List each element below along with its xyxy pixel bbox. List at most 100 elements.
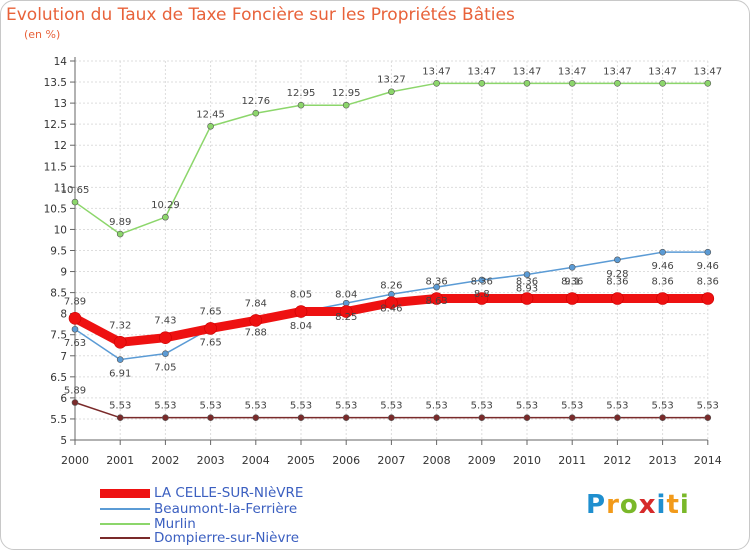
- x-tick-label: 2000: [61, 454, 89, 467]
- legend-item-beaumont[interactable]: Beaumont-la-Ferrière: [100, 501, 297, 517]
- data-label: 8.93: [516, 284, 538, 295]
- logo-letter: i: [656, 490, 667, 520]
- data-point: [433, 283, 440, 291]
- data-point: [568, 80, 576, 87]
- data-label: 5.53: [606, 401, 628, 412]
- x-tick-label: 2013: [649, 454, 677, 467]
- y-tick-label: 13: [54, 98, 67, 110]
- legend-item-dompierre[interactable]: Dompierre-sur-Nièvre: [100, 530, 299, 546]
- data-label: 5.53: [471, 401, 493, 412]
- data-point: [388, 414, 395, 421]
- data-point: [342, 414, 350, 421]
- data-point: [71, 198, 79, 206]
- data-label: 13.47: [693, 66, 722, 77]
- y-tick-label: 10: [54, 224, 67, 236]
- data-point: [162, 213, 169, 221]
- data-point: [475, 292, 489, 305]
- data-point: [433, 80, 440, 87]
- y-tick-label: 12.5: [44, 119, 67, 131]
- legend-item-murlin[interactable]: Murlin: [100, 516, 196, 532]
- data-label: 12.95: [287, 88, 316, 99]
- y-tick-label: 6: [60, 393, 67, 405]
- data-point: [659, 248, 666, 256]
- data-label: 7.65: [199, 306, 221, 317]
- data-label: 5.53: [290, 401, 312, 412]
- data-point: [523, 271, 531, 278]
- data-point: [430, 292, 443, 305]
- data-point: [71, 325, 79, 333]
- data-point: [207, 414, 214, 421]
- data-label: 5.89: [64, 386, 86, 397]
- x-tick-label: 2010: [513, 454, 541, 467]
- data-label: 8.36: [425, 277, 447, 288]
- data-point: [659, 414, 666, 421]
- chart-unit: (en %): [24, 28, 61, 41]
- logo-letter: o: [619, 490, 639, 520]
- data-point: [704, 80, 712, 87]
- legend-swatch-beaumont: [100, 508, 150, 510]
- data-point: [659, 80, 666, 87]
- data-label: 9.28: [606, 269, 628, 280]
- legend-item-la-celle[interactable]: LA CELLE-SUR-NIèVRE: [100, 485, 303, 501]
- data-label: 8.8: [474, 289, 490, 300]
- data-label: 8.25: [335, 312, 357, 323]
- data-label: 7.84: [245, 298, 267, 309]
- data-label: 5.53: [425, 401, 447, 412]
- data-point: [116, 356, 124, 363]
- data-label: 5.53: [109, 401, 131, 412]
- data-point: [249, 314, 263, 327]
- data-label: 12.95: [332, 88, 361, 99]
- axis-ticks: 5 5.5 6 6.5 7 7.5 8 8.5 9 9.5 10 10.5 11 11.5 12 12.5 13…: [44, 56, 722, 467]
- data-label: 13.47: [513, 66, 542, 77]
- x-tick-label: 2004: [242, 454, 270, 467]
- data-labels-layer: 10.65 9.89 10.29 12.45 12.76 12.95 12.95 13.27 1…: [61, 66, 722, 411]
- data-point: [68, 311, 82, 325]
- data-point: [116, 230, 124, 238]
- data-label: 7.65: [199, 337, 221, 348]
- data-point: [614, 414, 621, 421]
- data-label: 5.53: [516, 401, 538, 412]
- y-tick-label: 5: [60, 435, 67, 447]
- logo-letter: r: [606, 490, 620, 520]
- series-layer: [68, 80, 715, 421]
- data-point: [568, 414, 576, 421]
- data-label: 8.36: [516, 277, 538, 288]
- data-point: [339, 305, 353, 318]
- grid-lines: [74, 60, 709, 441]
- data-label: 7.88: [245, 328, 267, 339]
- data-point: [614, 80, 621, 87]
- logo-letter: P: [586, 490, 607, 520]
- data-point: [342, 299, 350, 307]
- data-label: 8.04: [335, 290, 357, 301]
- chart-title: Evolution du Taux de Taxe Foncière sur l…: [6, 5, 515, 25]
- data-label: 13.47: [422, 66, 451, 77]
- data-label: 8.36: [651, 277, 673, 288]
- x-tick-label: 2001: [106, 454, 134, 467]
- data-point: [297, 414, 305, 421]
- data-label: 8.26: [380, 281, 402, 292]
- y-tick-label: 12: [54, 140, 67, 152]
- data-point: [385, 296, 398, 310]
- data-point: [116, 414, 124, 421]
- logo-letter: x: [638, 490, 657, 520]
- x-tick-label: 2011: [558, 454, 586, 467]
- y-tick-label: 7.5: [50, 330, 67, 342]
- data-label: 7.32: [109, 320, 131, 331]
- legend-label-beaumont: Beaumont-la-Ferrière: [154, 501, 298, 517]
- data-label: 8.36: [697, 277, 719, 288]
- data-point: [704, 414, 712, 421]
- data-point: [71, 399, 79, 406]
- x-tick-label: 2014: [694, 454, 722, 467]
- x-tick-label: 2009: [468, 454, 496, 467]
- data-point: [342, 101, 350, 109]
- data-label: 5.53: [245, 401, 267, 412]
- y-tick-label: 6.5: [50, 372, 67, 384]
- data-point: [207, 122, 214, 130]
- data-label: 9.46: [697, 261, 719, 272]
- data-point: [568, 264, 576, 271]
- data-point: [433, 414, 440, 421]
- data-label: 8.04: [290, 321, 312, 332]
- data-label: 7.63: [64, 338, 86, 349]
